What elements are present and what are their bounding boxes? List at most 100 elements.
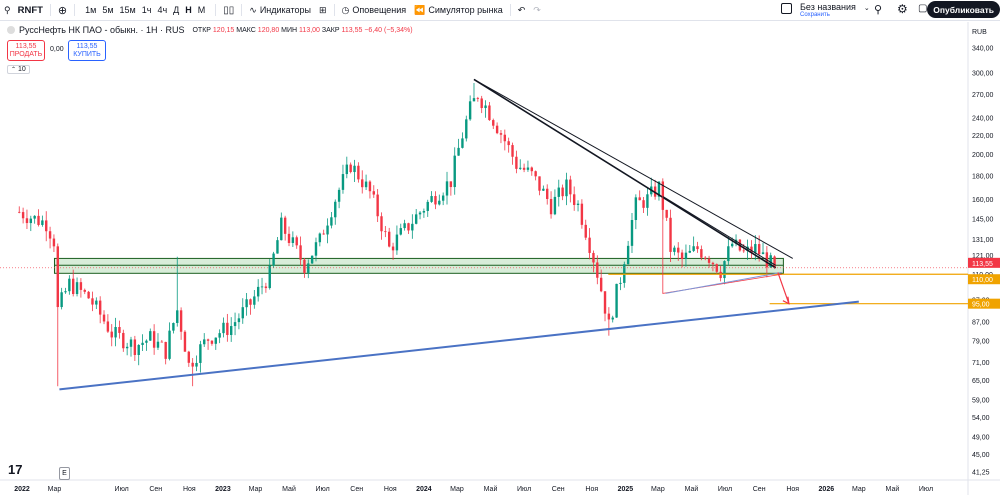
candle-113 — [453, 147, 456, 195]
save-label[interactable]: Сохранить — [800, 12, 830, 18]
interval-3[interactable]: 1ч — [141, 5, 152, 15]
candle-body — [642, 200, 645, 208]
interval-2[interactable]: 15м — [119, 5, 136, 15]
interval-0[interactable]: 1м — [85, 5, 97, 15]
candle-54 — [226, 313, 229, 342]
candle-81 — [330, 211, 333, 229]
candle-body — [549, 198, 553, 215]
candle-body — [291, 237, 295, 243]
candle-44 — [187, 350, 191, 367]
candle-body — [757, 244, 761, 255]
quick-search-button[interactable]: ⚲ — [874, 3, 882, 16]
candle-body — [453, 155, 456, 188]
interval-6[interactable]: Н — [185, 5, 192, 15]
interval-4[interactable]: 4ч — [157, 5, 168, 15]
candle-body — [773, 256, 776, 268]
publish-button[interactable]: Опубликовать — [927, 1, 1000, 18]
candle-body — [476, 98, 480, 99]
go-to-date-button[interactable]: E — [59, 467, 70, 480]
candle-body — [592, 252, 595, 263]
interval-7[interactable]: М — [197, 5, 206, 15]
candle-123 — [492, 118, 495, 130]
undo-button[interactable]: ↶ — [514, 0, 530, 20]
sell-button[interactable]: 113,55 ПРОДАТЬ — [7, 40, 45, 61]
candle-body — [25, 218, 29, 224]
y-tick-6: 180,00 — [972, 173, 994, 180]
candle-84 — [341, 164, 345, 194]
y-tick-5: 200,00 — [972, 152, 994, 159]
candle-136 — [542, 185, 545, 191]
candle-body — [45, 220, 48, 232]
candle-body — [226, 322, 229, 335]
candle-27 — [122, 329, 125, 352]
candle-body — [519, 167, 522, 169]
candle-19 — [91, 291, 94, 312]
settings-button[interactable]: ⚙ — [897, 2, 908, 16]
candle-body — [206, 339, 210, 341]
volume-toggle[interactable]: ⌃ 10 — [7, 65, 30, 74]
grid-icon: ⊞ — [319, 4, 327, 15]
candle-88 — [357, 162, 360, 183]
layout-menu[interactable]: Без названия Сохранить ⌄ — [781, 2, 870, 18]
candle-body — [256, 286, 260, 297]
candle-80 — [326, 218, 329, 244]
candle-154 — [611, 315, 614, 323]
interval-1[interactable]: 5м — [102, 5, 114, 15]
candle-body — [95, 300, 98, 305]
candle-86 — [349, 162, 352, 174]
candle-body — [599, 277, 603, 292]
interval-5[interactable]: Д — [173, 5, 180, 15]
alerts-button[interactable]: ◷ Оповещения — [338, 0, 411, 20]
candle-body — [133, 339, 137, 356]
chart-type-button[interactable]: ▯▯ — [219, 0, 238, 20]
price-badge-label-0: 113,55 — [972, 261, 993, 268]
candle-122 — [488, 101, 491, 121]
y-tick-17: 59,00 — [972, 397, 990, 404]
candle-body — [546, 188, 549, 199]
candle-body — [172, 323, 175, 331]
candle-body — [83, 289, 86, 292]
candle-1 — [21, 207, 25, 224]
candle-164 — [650, 177, 653, 197]
open-label: ОТКР — [192, 26, 211, 34]
candle-body — [557, 187, 560, 197]
candle-body — [114, 326, 117, 338]
candle-body — [118, 326, 121, 333]
candle-body — [569, 179, 572, 195]
indicators-button[interactable]: ∿ Индикаторы — [245, 0, 315, 20]
candle-body — [203, 339, 206, 345]
replay-button[interactable]: ⏪ Симулятор рынка — [410, 0, 507, 20]
x-tick-1: Мар — [48, 486, 62, 493]
candle-body — [176, 310, 179, 324]
candle-body — [661, 181, 665, 210]
candle-body — [707, 258, 711, 263]
candle-101 — [407, 222, 410, 235]
candle-body — [199, 344, 202, 363]
candle-body — [330, 217, 333, 226]
redo-button[interactable]: ↷ — [529, 0, 545, 20]
triangle-drawing — [662, 186, 782, 294]
candle-4 — [33, 215, 36, 224]
candle-body — [102, 314, 106, 322]
candle-body — [353, 165, 356, 173]
indicators-icon: ∿ — [249, 4, 257, 15]
candle-0 — [18, 206, 21, 214]
templates-button[interactable]: ⊞ — [315, 0, 331, 20]
buy-button[interactable]: 113,55 КУПИТЬ — [68, 40, 106, 61]
y-tick-3: 240,00 — [972, 115, 994, 122]
x-tick-23: 2026 — [819, 486, 835, 493]
candle-59 — [245, 292, 248, 316]
compare-button[interactable]: ⊕ — [54, 0, 71, 20]
fullscreen-button[interactable]: ▢ — [918, 3, 927, 14]
y-tick-10: 121,00 — [972, 253, 994, 260]
candle-72 — [295, 235, 298, 249]
candle-75 — [307, 259, 310, 279]
candle-24 — [110, 324, 113, 347]
x-tick-26: Июл — [919, 486, 933, 493]
x-tick-13: Май — [484, 485, 498, 493]
x-tick-19: Май — [685, 485, 699, 493]
candle-181 — [715, 263, 718, 274]
candle-body — [276, 240, 279, 254]
symbol-search[interactable]: ⚲ RNFT — [0, 0, 47, 20]
